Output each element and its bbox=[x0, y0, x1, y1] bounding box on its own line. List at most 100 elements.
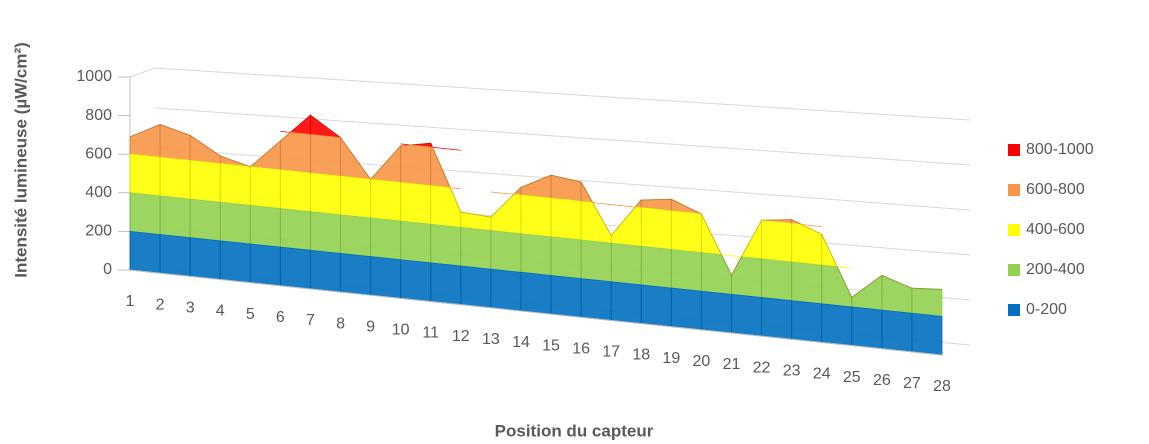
surface-band bbox=[610, 242, 642, 286]
y-tick-label: 0 bbox=[103, 261, 112, 278]
surface-band bbox=[520, 174, 552, 199]
surface-band bbox=[340, 175, 371, 219]
y-axis-back bbox=[129, 67, 156, 78]
legend-swatch bbox=[1008, 264, 1020, 276]
surface-band bbox=[580, 180, 612, 205]
surface-band bbox=[189, 160, 221, 203]
surface-band bbox=[520, 194, 552, 238]
x-tick-label: 3 bbox=[186, 300, 195, 317]
surface-band bbox=[761, 297, 793, 340]
y-tick-label: 800 bbox=[85, 107, 112, 124]
surface-band bbox=[400, 220, 432, 264]
surface-band bbox=[731, 256, 762, 298]
x-axis bbox=[129, 269, 943, 356]
surface-band bbox=[640, 284, 672, 328]
surface-band bbox=[310, 172, 341, 216]
x-tick-label: 4 bbox=[216, 303, 225, 320]
surface-band bbox=[791, 218, 822, 228]
surface-band bbox=[580, 278, 612, 321]
x-tick-label: 19 bbox=[662, 350, 680, 367]
surface-band bbox=[370, 256, 402, 299]
x-tick-label: 1 bbox=[126, 293, 135, 310]
surface-band bbox=[279, 169, 311, 213]
y-tick-label: 600 bbox=[85, 145, 112, 162]
surface-band bbox=[610, 281, 642, 324]
surface-band bbox=[340, 214, 371, 258]
surface-band bbox=[550, 236, 582, 280]
surface-band bbox=[370, 178, 402, 222]
x-tick-label: 7 bbox=[306, 312, 315, 329]
y-tick-label: 400 bbox=[85, 184, 112, 201]
surface-band bbox=[490, 268, 522, 312]
surface-band bbox=[640, 207, 672, 250]
legend-swatch bbox=[1008, 224, 1020, 236]
x-tick-label: 14 bbox=[512, 334, 530, 351]
surface-band bbox=[731, 220, 762, 260]
surface-band bbox=[400, 144, 432, 187]
surface-band bbox=[249, 166, 281, 209]
surface-band bbox=[821, 303, 853, 346]
surface-band bbox=[791, 300, 823, 343]
x-tick-label: 24 bbox=[813, 366, 831, 383]
surface-band bbox=[310, 211, 341, 254]
surface-band bbox=[279, 208, 311, 251]
surface-band bbox=[430, 143, 461, 151]
x-tick-label: 28 bbox=[933, 378, 951, 395]
surface-band bbox=[851, 306, 883, 350]
surface-band bbox=[219, 201, 251, 245]
x-tick-label: 5 bbox=[246, 306, 255, 323]
surface-band bbox=[159, 234, 191, 277]
x-tick-label: 25 bbox=[843, 369, 861, 386]
surface-band bbox=[279, 246, 311, 290]
surface-band bbox=[610, 206, 642, 247]
surface-band bbox=[791, 223, 823, 266]
surface-band bbox=[791, 261, 823, 305]
x-tick-label: 26 bbox=[873, 372, 891, 389]
surface-band bbox=[400, 259, 432, 302]
surface-band bbox=[340, 252, 371, 296]
surface-band bbox=[731, 293, 762, 337]
grid-line bbox=[154, 107, 971, 166]
y-tick-label: 1000 bbox=[76, 68, 112, 85]
x-tick-label: 17 bbox=[602, 344, 620, 361]
surface-band bbox=[701, 290, 732, 334]
x-tick-label: 11 bbox=[422, 325, 439, 342]
surface-band bbox=[400, 182, 432, 225]
surface-band bbox=[219, 240, 251, 284]
x-tick-label: 16 bbox=[572, 340, 590, 357]
x-tick-label: 20 bbox=[693, 353, 711, 370]
surface-band bbox=[490, 193, 522, 235]
surface-band bbox=[430, 223, 462, 267]
surface-band bbox=[370, 217, 402, 261]
x-tick-label: 23 bbox=[783, 362, 801, 379]
surface-band bbox=[219, 163, 251, 206]
surface-band bbox=[761, 258, 793, 302]
surface-band bbox=[881, 274, 913, 314]
surface-band bbox=[249, 243, 281, 287]
x-tick-label: 12 bbox=[452, 328, 470, 345]
legend-label: 0-200 bbox=[1026, 301, 1067, 318]
x-tick-label: 21 bbox=[723, 356, 741, 373]
x-tick-label: 13 bbox=[482, 331, 500, 348]
surface-band bbox=[911, 287, 943, 317]
surface-band bbox=[279, 131, 311, 174]
surface-band bbox=[851, 274, 883, 311]
surface-band bbox=[911, 312, 943, 356]
surface-band bbox=[430, 185, 462, 228]
surface-band bbox=[761, 219, 793, 263]
surface-band bbox=[460, 265, 492, 309]
surface-band bbox=[189, 237, 221, 280]
surface-band bbox=[670, 210, 702, 254]
surface-band bbox=[821, 234, 852, 269]
surface-band bbox=[670, 249, 702, 292]
surface-band bbox=[310, 249, 341, 293]
surface-band bbox=[821, 264, 853, 308]
surface-band bbox=[640, 245, 672, 289]
surface-band bbox=[189, 198, 221, 242]
legend-label: 400-600 bbox=[1026, 221, 1085, 238]
x-tick-label: 6 bbox=[276, 309, 285, 326]
surface-band bbox=[159, 156, 191, 200]
legend-label: 600-800 bbox=[1026, 181, 1085, 198]
